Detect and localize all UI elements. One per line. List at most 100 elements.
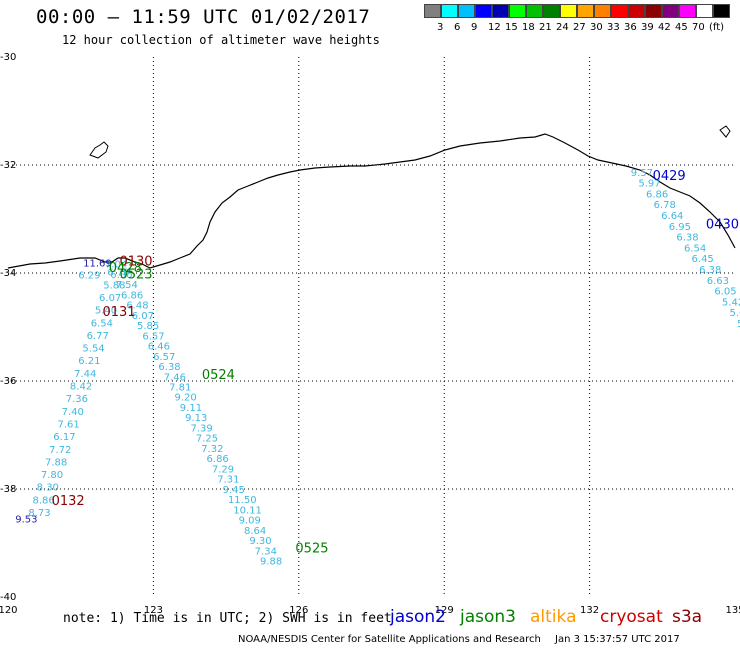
map-subtitle: 12 hour collection of altimeter wave hei… (62, 33, 380, 47)
wave-height-value: 9.20 (174, 393, 196, 404)
legend-tick-label: 45 (675, 22, 688, 33)
pass-time-label: 0429 (653, 169, 686, 184)
wave-height-value: 6.29 (78, 270, 100, 281)
wave-height-value: 9.30 (249, 536, 271, 547)
wave-height-value: 5.42 (722, 297, 740, 308)
satellite-name: altika (530, 607, 577, 627)
wave-height-value: 5.54 (82, 344, 104, 355)
legend-tick-label: 3 (437, 22, 444, 33)
wave-height-value: 7.04 (105, 260, 127, 271)
latitude-tick-label: -38 (0, 484, 16, 495)
wave-height-value: 6.07 (132, 311, 154, 322)
wave-height-value: 7.34 (255, 546, 277, 557)
legend-tick-label: 24 (556, 22, 569, 33)
wave-height-value: 9.57 (631, 168, 653, 179)
pass-time-label: 0523 (119, 267, 152, 282)
wave-height-value: 7.39 (191, 423, 213, 434)
legend-swatch (492, 4, 509, 18)
legend-swatch (713, 4, 730, 18)
latitude-tick-label: -36 (0, 376, 16, 387)
wave-height-value: 6.38 (158, 362, 180, 373)
legend-tick-label: 9 (471, 22, 478, 33)
wave-height-value: 5.6 (737, 319, 740, 330)
wave-height-value: 11.50 (228, 495, 257, 506)
wave-height-value: 7.80 (41, 470, 63, 481)
pass-time-label: 0430 (706, 218, 739, 233)
legend-swatch (696, 4, 713, 18)
wave-height-value: 6.78 (654, 200, 676, 211)
wave-height-value: 6.86 (121, 290, 143, 301)
wave-height-value: 7.29 (212, 464, 234, 475)
graticule: 120 123 126 129 132 135 -30 -32 -34 -36 -38 -40 (0, 52, 740, 616)
satellite-name: jason3 (460, 607, 516, 627)
wave-height-value: 9.88 (260, 557, 282, 568)
longitude-tick-label: 132 (580, 605, 599, 616)
legend-tick-label: 12 (488, 22, 501, 33)
wave-height-value: 6.57 (153, 352, 175, 363)
wave-height-value: 7.36 (66, 394, 88, 405)
credit-line: NOAA/NESDIS Center for Satellite Applica… (238, 634, 541, 645)
longitude-tick-label: 135 (725, 605, 740, 616)
legend-swatch (662, 4, 679, 18)
wave-height-value: 6.57 (142, 331, 164, 342)
pass-time-label: 0130 (119, 254, 152, 269)
wave-height-value: 5.85 (137, 321, 159, 332)
wave-height-value: 6.63 (707, 276, 729, 287)
wave-height-value: 8.86 (33, 495, 55, 506)
legend-swatch (577, 4, 594, 18)
wave-height-value: 6.64 (661, 211, 683, 222)
wave-height-value: 7.88 (45, 457, 67, 468)
wave-height-value: 6.45 (692, 254, 714, 265)
wave-height-value: 7.44 (74, 369, 96, 380)
latitude-tick-label: -30 (0, 52, 16, 63)
wave-height-value: 9.45 (223, 485, 245, 496)
wave-height-value: 7.25 (196, 434, 218, 445)
wave-height-value: 6.86 (646, 189, 668, 200)
legend-swatch (594, 4, 611, 18)
legend-swatch (509, 4, 526, 18)
wave-height-value: 6.38 (699, 265, 721, 276)
legend-swatch (441, 4, 458, 18)
legend-tick-label: 27 (573, 22, 586, 33)
legend-swatch (611, 4, 628, 18)
legend-swatch (475, 4, 492, 18)
wave-height-value: 5.40 (95, 306, 117, 317)
wave-height-value: 6.86 (207, 454, 229, 465)
legend-swatch (628, 4, 645, 18)
legend-tick-label: 18 (522, 22, 535, 33)
latitude-tick-label: -40 (0, 592, 16, 603)
longitude-tick-label: 123 (144, 605, 163, 616)
generated-timestamp: Jan 3 15:37:57 UTC 2017 (555, 634, 680, 645)
wave-height-value: 5.60 (730, 308, 740, 319)
satellite-name: cryosat (600, 607, 663, 627)
wave-height-value: 6.48 (126, 301, 148, 312)
wave-height-value: 8.64 (244, 526, 266, 537)
wave-height-value: 6.21 (78, 356, 100, 367)
wave-height-value: 6.70 (107, 268, 129, 279)
wave-height-value: 7.81 (169, 382, 191, 393)
wave-height-value: 6.38 (676, 233, 698, 244)
longitude-tick-label: 126 (289, 605, 308, 616)
wave-height-value: 7.31 (217, 475, 239, 486)
legend-tick-label: 15 (505, 22, 518, 33)
legend-swatch (645, 4, 662, 18)
wave-height-value: 10.11 (233, 505, 262, 516)
altimeter-tracks: 6.705.886.075.406.546.775.546.217.448.42… (15, 168, 740, 568)
wave-height-value: 6.46 (148, 342, 170, 353)
legend-tick-label: 42 (658, 22, 671, 33)
wave-height-value: 6.54 (91, 318, 113, 329)
satellite-name: s3a (672, 607, 703, 627)
units-note: note: 1) Time is in UTC; 2) SWH is in fe… (63, 611, 392, 626)
satellite-name: jason2 (390, 607, 446, 627)
pass-time-label: 0525 (295, 542, 328, 557)
pass-time-label: 0132 (52, 494, 85, 509)
wave-height-value: 7.72 (49, 445, 71, 456)
legend-tick-label: 6 (454, 22, 461, 33)
legend-swatch (526, 4, 543, 18)
wave-height-value: 5.97 (638, 179, 660, 190)
longitude-tick-label: 120 (0, 605, 18, 616)
legend-swatch (560, 4, 577, 18)
wave-height-value: 6.30 (110, 270, 132, 281)
wave-height-value: 6.95 (669, 222, 691, 233)
